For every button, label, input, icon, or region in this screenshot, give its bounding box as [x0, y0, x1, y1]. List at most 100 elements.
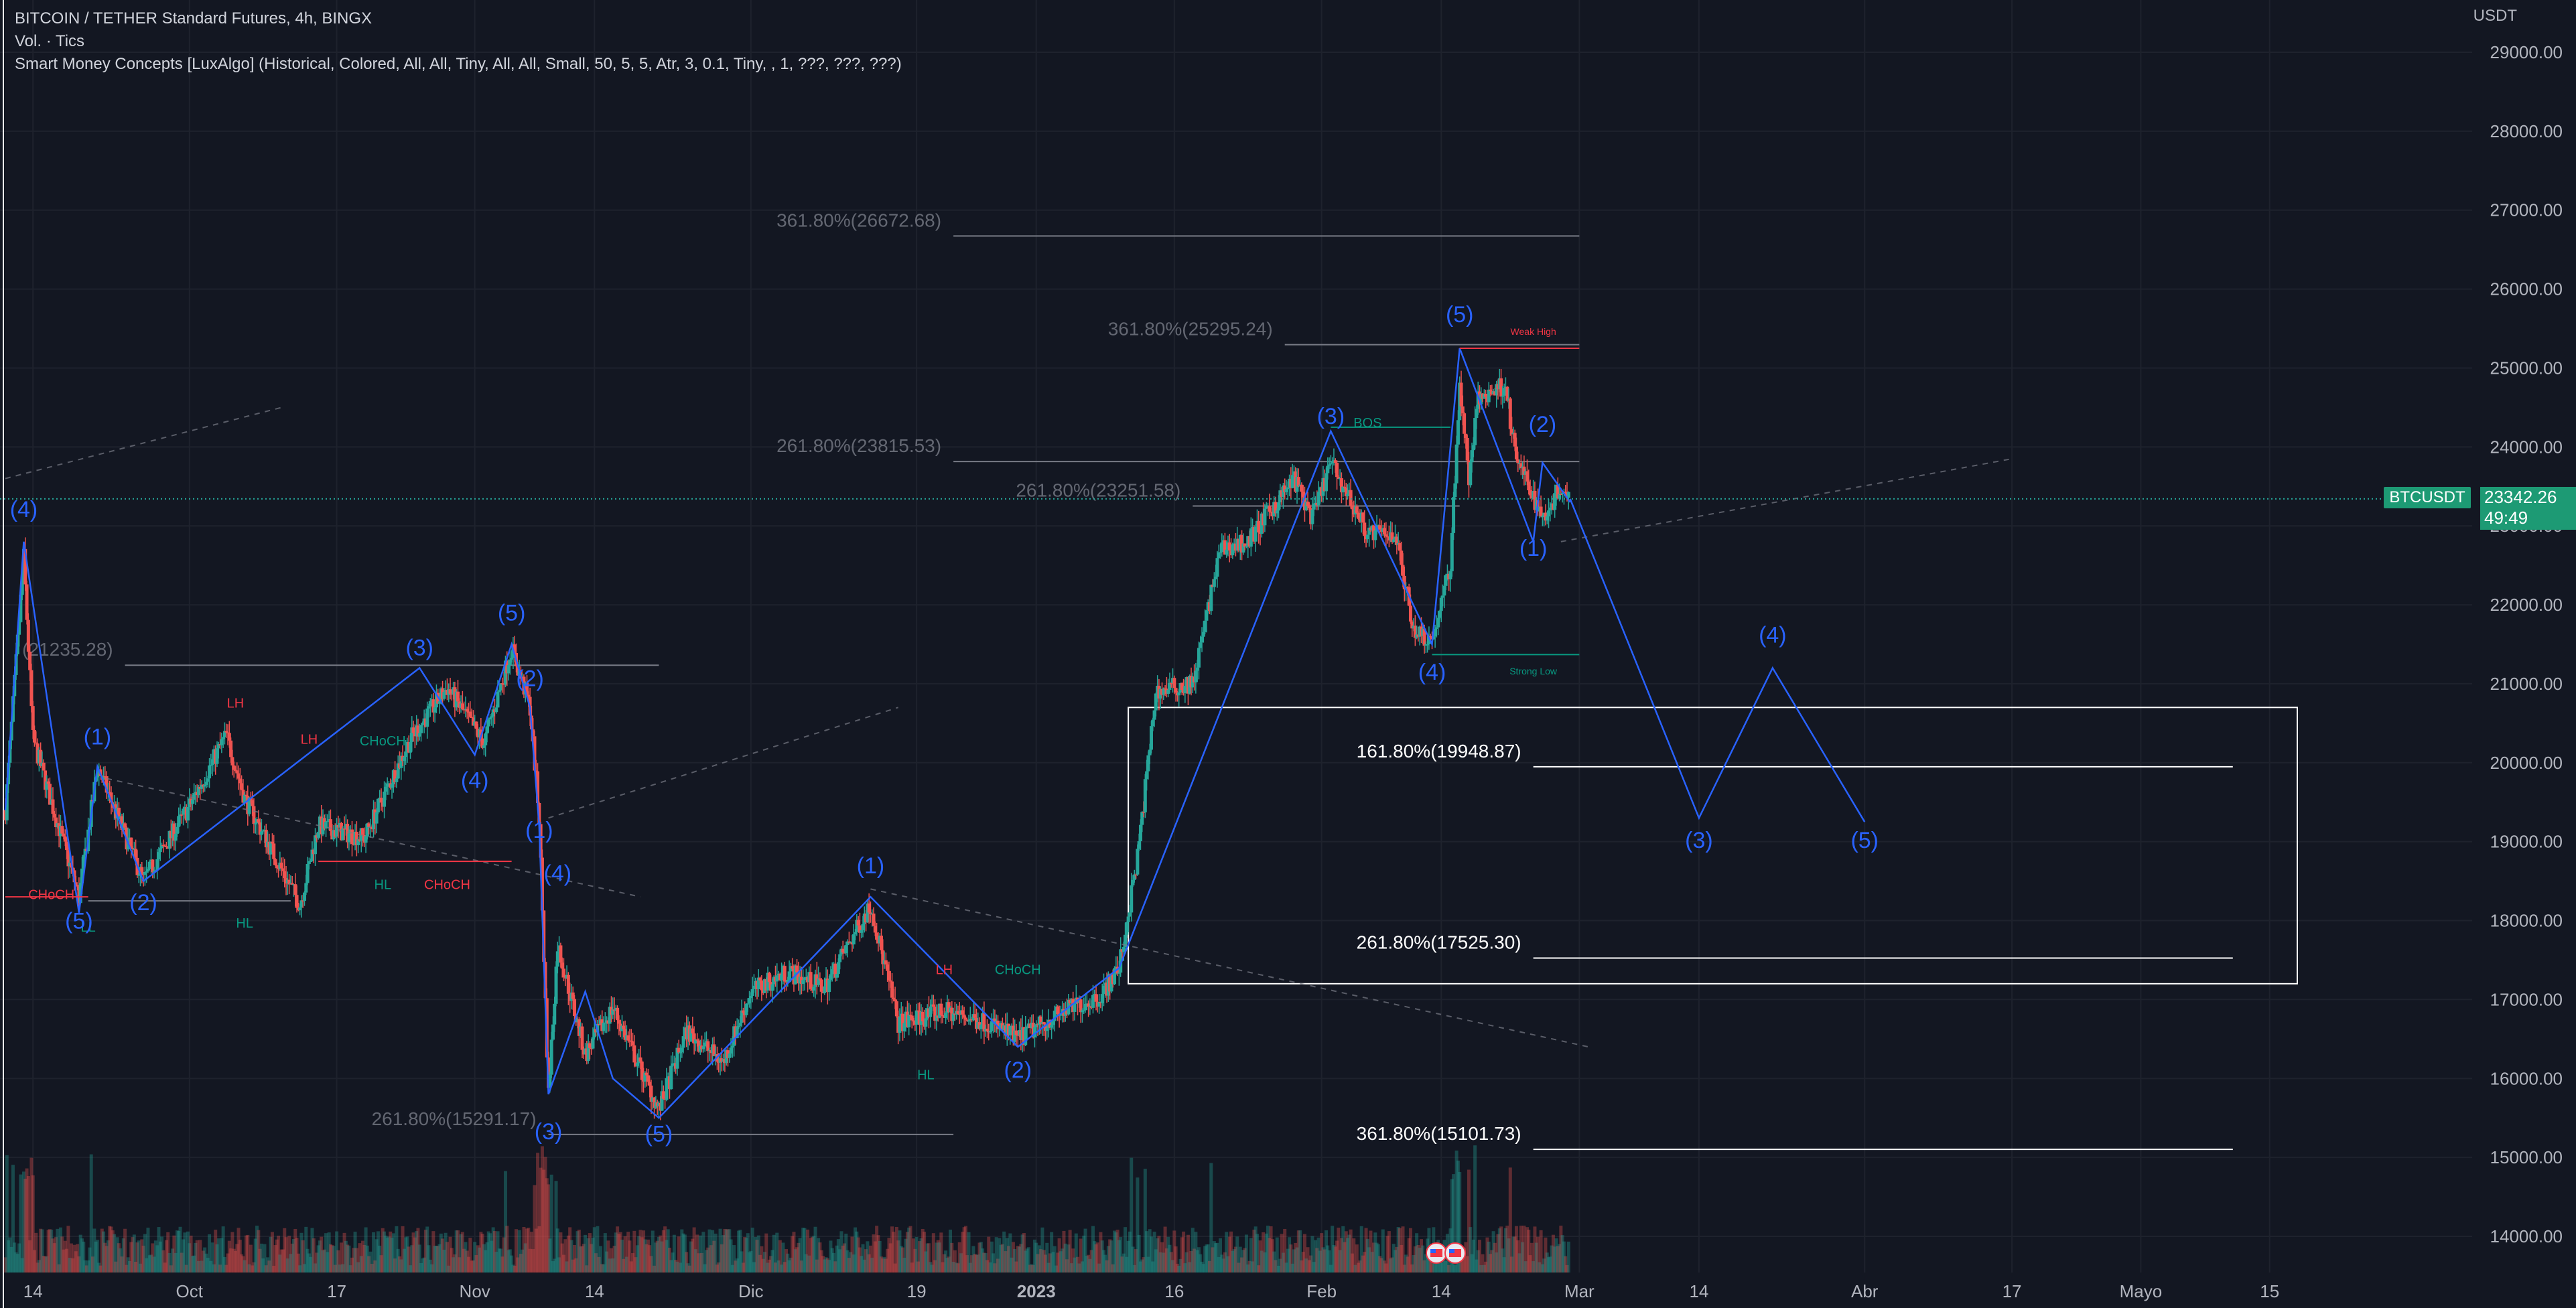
- candle-body: [221, 737, 225, 739]
- time-axis[interactable]: 14 Oct 17 Nov 14 Dic 19 2023 16 Feb 14 Mar 14 Abr 17 Ma…: [23, 1281, 2279, 1301]
- candle-body: [1464, 433, 1468, 438]
- volume-bar: [370, 1264, 374, 1273]
- volume-bar: [951, 1262, 955, 1273]
- candle-body: [703, 1042, 707, 1047]
- candle-body: [29, 670, 33, 707]
- candle-body: [45, 781, 49, 790]
- volume-bar: [591, 1237, 595, 1273]
- volume-bar: [1095, 1242, 1099, 1273]
- chart-title[interactable]: BITCOIN / TETHER Standard Futures, 4h, B…: [15, 9, 372, 27]
- volume-bar: [547, 1184, 551, 1273]
- volume-bar: [626, 1232, 630, 1273]
- price-tick-label: 26000.00: [2490, 279, 2563, 299]
- volume-bar: [1103, 1254, 1107, 1273]
- wave-label: (5): [1446, 302, 1474, 328]
- volume-bar: [402, 1248, 406, 1273]
- volume-bar: [320, 1236, 324, 1273]
- candle-body: [506, 665, 511, 674]
- volume-bar: [1229, 1231, 1233, 1273]
- candle-body: [1448, 571, 1452, 580]
- volume-bar: [391, 1233, 395, 1273]
- volume-bar: [74, 1251, 78, 1273]
- volume-bar: [146, 1228, 150, 1273]
- candle-body: [1138, 824, 1142, 842]
- volume-bar: [1407, 1238, 1411, 1273]
- wave-label: (1): [857, 853, 885, 879]
- volume-bar: [1441, 1253, 1445, 1273]
- volume-bar: [762, 1252, 766, 1273]
- volume-bar: [1465, 1256, 1469, 1273]
- candle-body: [560, 962, 564, 969]
- candle-body: [259, 831, 263, 835]
- volume-bar: [167, 1252, 172, 1273]
- volume-bar: [622, 1258, 626, 1273]
- fib-label: 361.80%(25295.24): [1108, 319, 1273, 340]
- volume-bar: [666, 1229, 670, 1273]
- volume-bar: [904, 1238, 908, 1273]
- volume-bar: [967, 1232, 971, 1273]
- candle-body: [729, 1047, 733, 1054]
- smc-indicator-label[interactable]: Smart Money Concepts [LuxAlgo] (Historic…: [15, 55, 902, 73]
- volume-indicator-label[interactable]: Vol. · Tics: [15, 32, 85, 50]
- candle-body: [847, 941, 851, 943]
- volume-bar: [735, 1258, 739, 1273]
- volume-bar: [921, 1228, 925, 1273]
- volume-bar: [894, 1226, 898, 1273]
- volume-bar: [1395, 1246, 1399, 1273]
- volume-bar: [284, 1237, 288, 1273]
- candle-body: [1349, 490, 1353, 506]
- candle-body: [1527, 482, 1531, 491]
- candle-body: [1400, 551, 1404, 565]
- volume-bar: [1545, 1252, 1549, 1273]
- volume-bar: [1211, 1247, 1215, 1273]
- volume-bar: [1558, 1244, 1562, 1273]
- wave-label: (3): [405, 636, 433, 661]
- candle-body: [411, 727, 415, 733]
- candle-body: [1174, 688, 1178, 693]
- volume-bar: [78, 1234, 82, 1273]
- volume-bar: [560, 1243, 564, 1273]
- candle-body: [316, 832, 320, 838]
- candle-body: [838, 954, 842, 962]
- volume-bar: [836, 1239, 840, 1273]
- volume-bar: [86, 1260, 90, 1273]
- candle-body: [611, 1009, 615, 1015]
- volume-bar: [471, 1260, 475, 1273]
- volume-bar: [864, 1249, 868, 1273]
- candle-body: [982, 1013, 986, 1032]
- volume-bar: [849, 1252, 853, 1273]
- volume-bar: [737, 1230, 741, 1273]
- volume-bar: [175, 1230, 179, 1273]
- volume-bar: [1503, 1228, 1507, 1273]
- volume-bar: [674, 1260, 678, 1273]
- candle-body: [1215, 558, 1219, 577]
- events-flags-icon[interactable]: [1425, 1242, 1468, 1264]
- volume-bar: [1286, 1248, 1290, 1273]
- trend-line-dashed: [870, 888, 1589, 1048]
- candle-body: [590, 1047, 594, 1049]
- candle-body: [632, 1045, 636, 1063]
- candle-body: [551, 1024, 555, 1040]
- volume-bar: [598, 1246, 602, 1273]
- volume-bar: [609, 1248, 613, 1273]
- price-axis[interactable]: 14000.0015000.0016000.0017000.0018000.00…: [2490, 42, 2563, 1246]
- volume-bar: [1270, 1239, 1274, 1273]
- candle-body: [66, 850, 70, 867]
- ticker-badge: BTCUSDT: [2384, 487, 2471, 508]
- candle-body: [803, 977, 807, 980]
- candle-body: [1149, 726, 1153, 750]
- volume-bar: [554, 1181, 558, 1273]
- volume-bar: [824, 1257, 828, 1273]
- candle-body: [437, 701, 442, 704]
- volume-bar: [929, 1262, 933, 1273]
- volume-bar: [1321, 1247, 1325, 1273]
- volume-bar: [428, 1259, 432, 1273]
- candle-body: [1398, 542, 1402, 551]
- candle-body: [427, 706, 431, 709]
- volume-bar: [893, 1263, 897, 1273]
- fib-label: 161.80%(19948.87): [1357, 741, 1521, 761]
- candle-body: [51, 799, 55, 814]
- volume-bar: [819, 1250, 823, 1273]
- volume-bar: [902, 1257, 906, 1273]
